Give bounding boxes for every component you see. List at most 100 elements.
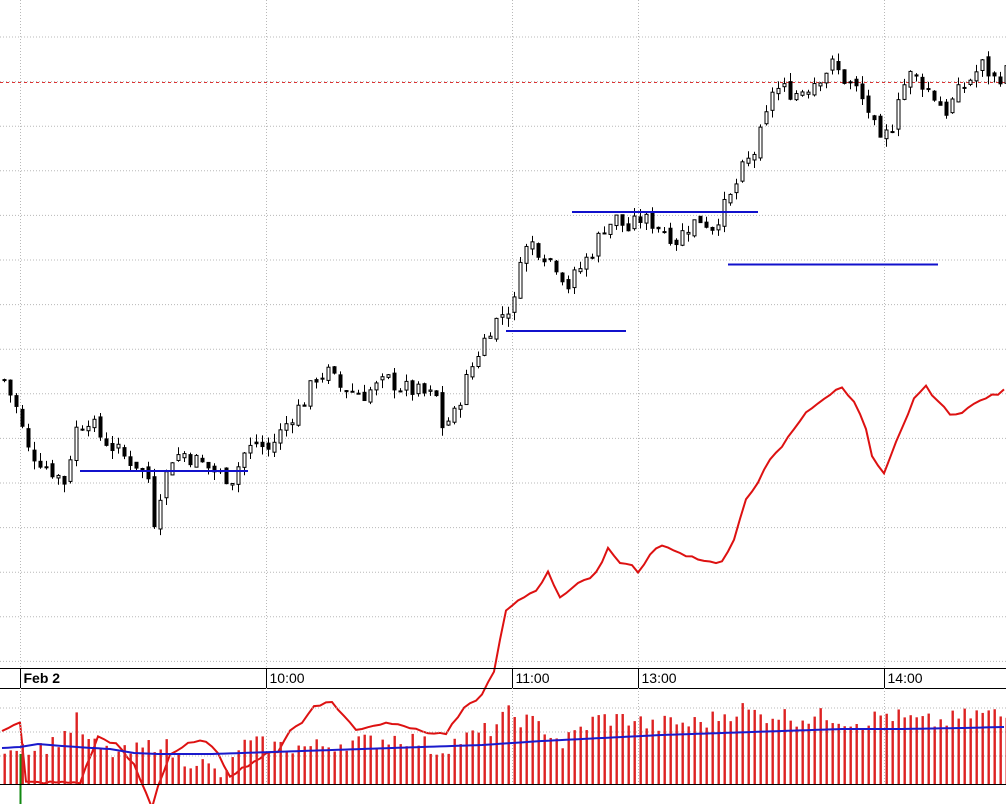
volume-bar (273, 741, 276, 784)
volume-bar (183, 766, 186, 784)
candle (668, 222, 673, 246)
candle (752, 151, 757, 169)
volume-bar (219, 777, 222, 784)
candle (26, 423, 31, 452)
candle (464, 369, 469, 406)
candle (500, 306, 505, 325)
candle-body (578, 268, 583, 273)
candle-body (230, 482, 235, 486)
volume-bar (381, 739, 384, 784)
candle-body (296, 404, 301, 426)
candle-body (8, 379, 13, 396)
candle-body (626, 223, 631, 232)
candle-body (338, 374, 343, 388)
candle (854, 76, 859, 92)
candle (422, 382, 427, 397)
candle (344, 390, 349, 399)
candle (308, 380, 313, 410)
volume-bar (927, 713, 930, 784)
candle (134, 461, 139, 472)
candle (152, 468, 157, 529)
volume-bar (663, 715, 666, 784)
volume-bar (951, 710, 954, 784)
volume-bar (507, 705, 510, 784)
volume-bar (471, 730, 474, 784)
volume-bar (561, 748, 564, 784)
candle (356, 389, 361, 395)
volume-bar (513, 717, 516, 784)
candle (14, 393, 19, 414)
candle-body (992, 72, 997, 77)
candle (476, 351, 481, 369)
indicator-line (1, 383, 1005, 804)
candle-body (572, 269, 577, 289)
candle-body (350, 390, 355, 393)
volume-bar (933, 726, 936, 784)
candle-body (500, 314, 505, 318)
candle-body (152, 476, 157, 528)
volume-bar (753, 709, 756, 784)
candle-body (506, 313, 511, 319)
candle-body (728, 193, 733, 204)
candle-body (620, 214, 625, 226)
candle-body (278, 429, 283, 444)
candle (704, 216, 709, 229)
volume-bar (843, 726, 846, 784)
candle (542, 254, 547, 267)
volume-bar (141, 747, 144, 784)
volume-bar (747, 709, 750, 784)
candle (986, 51, 991, 85)
volume-bar (453, 738, 456, 784)
volume-bar (897, 709, 900, 784)
volume-bar (117, 751, 120, 784)
volume-bar (717, 721, 720, 784)
candle (296, 399, 301, 427)
candle (860, 76, 865, 105)
volume-bar (549, 737, 552, 784)
candle (32, 441, 37, 470)
candle-body (662, 231, 667, 234)
candle-body (998, 76, 1003, 85)
volume-bar (711, 711, 714, 784)
candle-body (794, 93, 799, 101)
candle-body (44, 466, 49, 469)
volume-bar (657, 730, 660, 784)
volume-bar (69, 732, 72, 784)
candle (62, 475, 67, 493)
candle-body (140, 467, 145, 470)
volume-bar (33, 750, 36, 784)
candle (512, 291, 517, 321)
candle (560, 272, 565, 286)
candle-body (602, 232, 607, 235)
candle-body (824, 72, 829, 84)
candle (662, 227, 667, 234)
volume-bar (699, 721, 702, 784)
candle (398, 388, 403, 393)
volume-bar (957, 718, 960, 784)
candle (782, 77, 787, 92)
candle-body (398, 390, 403, 393)
volume-bar (801, 720, 804, 784)
volume-bar (495, 724, 498, 784)
candle-body (266, 442, 271, 450)
candle (518, 257, 523, 299)
candle-body (758, 126, 763, 159)
volume-bar (21, 743, 24, 784)
candle-body (920, 76, 925, 90)
candle-body (566, 279, 571, 290)
candle (380, 373, 385, 389)
volume-bar (531, 715, 534, 784)
volume-bar (915, 717, 918, 784)
candle-body (182, 453, 187, 459)
candle-body (146, 466, 151, 480)
candle (452, 406, 457, 425)
candle-body (110, 443, 115, 452)
candle (176, 447, 181, 462)
volume-bar (807, 723, 810, 784)
candle (428, 385, 433, 396)
volume-moving-average-line (1, 726, 1005, 755)
volume-bar (861, 728, 864, 784)
volume-bar (375, 747, 378, 784)
candle-body (86, 425, 91, 432)
candle-body (248, 444, 253, 454)
